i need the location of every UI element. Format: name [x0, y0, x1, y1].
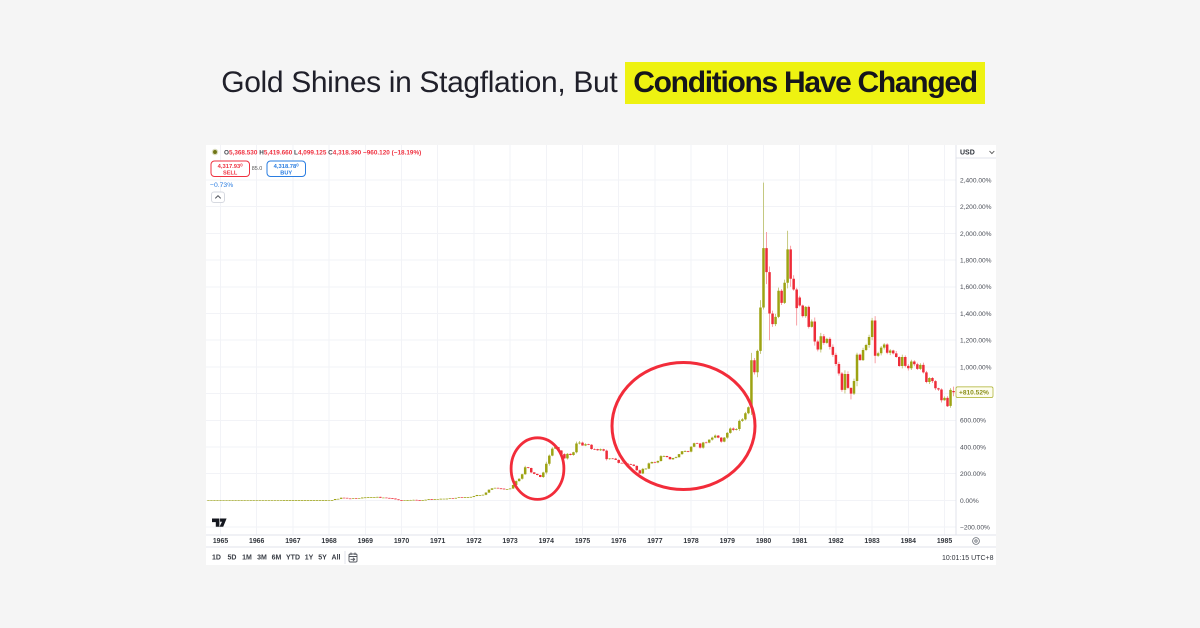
svg-text:10:01:15 UTC+8: 10:01:15 UTC+8: [941, 555, 993, 562]
svg-text:1974: 1974: [538, 538, 553, 545]
svg-text:3M: 3M: [257, 555, 267, 562]
svg-text:1966: 1966: [249, 538, 264, 545]
svg-text:1967: 1967: [285, 538, 300, 545]
svg-text:1971: 1971: [430, 538, 445, 545]
svg-text:1M: 1M: [242, 555, 252, 562]
svg-text:YTD: YTD: [286, 555, 300, 562]
svg-text:1,800.00%: 1,800.00%: [960, 258, 992, 265]
svg-text:85.0: 85.0: [251, 166, 262, 172]
svg-text:1976: 1976: [611, 538, 626, 545]
svg-text:5D: 5D: [227, 555, 236, 562]
svg-text:1973: 1973: [502, 538, 517, 545]
svg-text:1985: 1985: [936, 538, 951, 545]
svg-text:USD: USD: [960, 150, 975, 157]
svg-text:1D: 1D: [212, 555, 221, 562]
svg-text:All: All: [331, 555, 340, 562]
svg-text:600.00%: 600.00%: [960, 418, 986, 425]
svg-text:5Y: 5Y: [318, 555, 327, 562]
svg-text:1970: 1970: [393, 538, 408, 545]
svg-text:0.00%: 0.00%: [960, 498, 979, 505]
svg-text:1,400.00%: 1,400.00%: [960, 311, 992, 318]
svg-text:1972: 1972: [466, 538, 481, 545]
svg-text:400.00%: 400.00%: [960, 444, 986, 451]
svg-text:BUY: BUY: [280, 170, 292, 176]
svg-text:1,200.00%: 1,200.00%: [960, 338, 992, 345]
svg-text:1982: 1982: [828, 538, 843, 545]
svg-text:1977: 1977: [647, 538, 662, 545]
svg-text:1980: 1980: [755, 538, 770, 545]
svg-text:−200.00%: −200.00%: [960, 525, 990, 532]
svg-text:200.00%: 200.00%: [960, 471, 986, 478]
svg-text:SELL: SELL: [223, 170, 238, 176]
svg-text:1979: 1979: [719, 538, 734, 545]
svg-text:1,600.00%: 1,600.00%: [960, 284, 992, 291]
svg-text:6M: 6M: [271, 555, 281, 562]
svg-text:2,000.00%: 2,000.00%: [960, 231, 992, 238]
svg-text:−0.73%: −0.73%: [210, 182, 233, 189]
svg-text:+810.52%: +810.52%: [959, 390, 989, 397]
svg-text:1981: 1981: [792, 538, 807, 545]
svg-text:4,317.930: 4,317.930: [217, 162, 243, 170]
svg-text:1968: 1968: [321, 538, 336, 545]
svg-text:O5,368.530 H5,419.660 L4,099.1: O5,368.530 H5,419.660 L4,099.125 C4,318.…: [224, 149, 421, 156]
svg-text:2,400.00%: 2,400.00%: [960, 177, 992, 184]
svg-text:2,200.00%: 2,200.00%: [960, 204, 992, 211]
svg-text:1965: 1965: [212, 538, 227, 545]
svg-text:1969: 1969: [357, 538, 372, 545]
svg-text:1,000.00%: 1,000.00%: [960, 364, 992, 371]
svg-text:1978: 1978: [683, 538, 698, 545]
svg-text:1984: 1984: [900, 538, 915, 545]
svg-text:1Y: 1Y: [304, 555, 313, 562]
svg-text:4,318.780: 4,318.780: [273, 162, 299, 170]
svg-text:1975: 1975: [574, 538, 589, 545]
svg-text:1983: 1983: [864, 538, 879, 545]
